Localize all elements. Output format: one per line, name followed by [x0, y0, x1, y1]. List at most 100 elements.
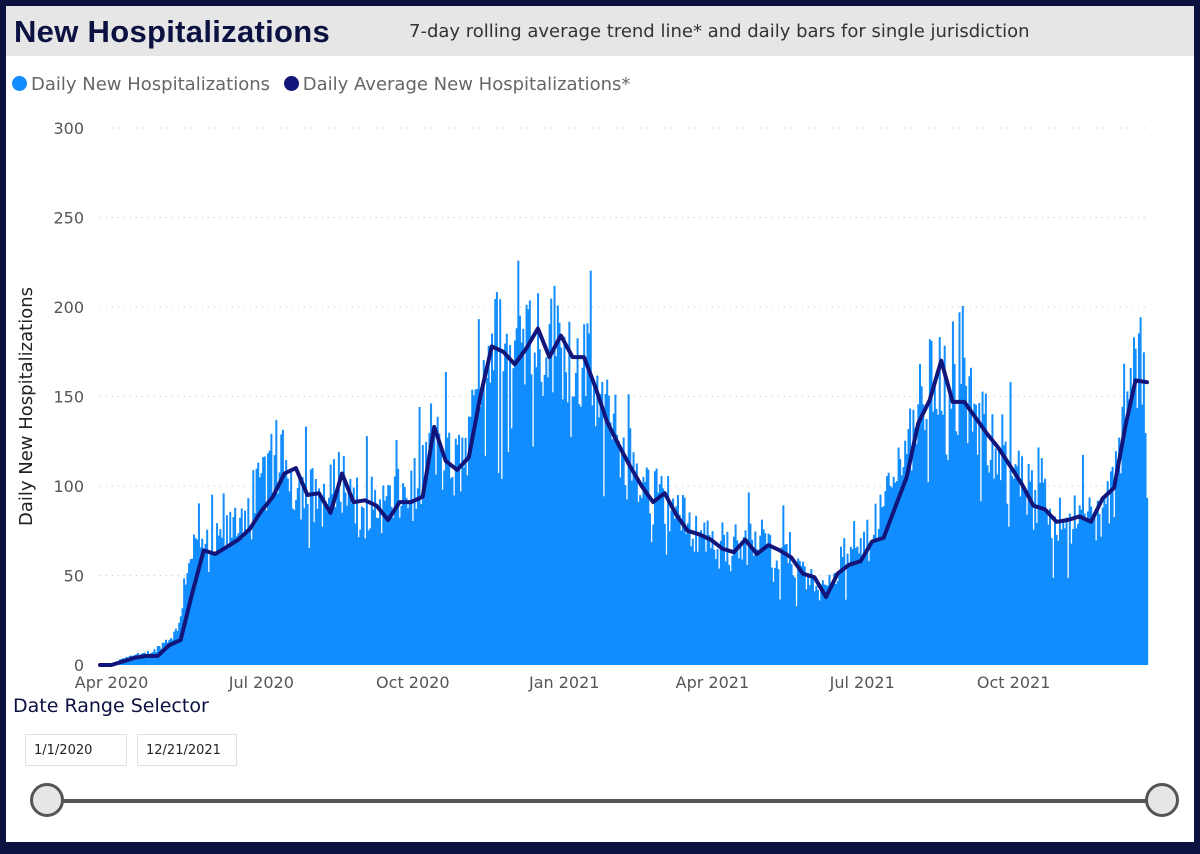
legend-item-daily[interactable]: Daily New Hospitalizations [12, 74, 270, 95]
daily-bar [494, 298, 497, 665]
daily-bar [836, 581, 839, 665]
daily-bar [1019, 496, 1022, 665]
daily-bar [1078, 505, 1081, 665]
daily-bar [570, 437, 572, 665]
daily-bar [306, 503, 309, 665]
daily-bar [807, 573, 810, 665]
daily-bar [1083, 513, 1086, 665]
daily-bar [904, 440, 907, 665]
daily-bar [889, 485, 892, 665]
slider-start-handle[interactable] [30, 783, 64, 817]
daily-bar [260, 473, 263, 665]
daily-bar [912, 409, 915, 665]
daily-bar [882, 506, 885, 665]
daily-bar [808, 585, 811, 665]
daily-bar [163, 642, 166, 665]
daily-bar [250, 539, 253, 665]
daily-bar [280, 434, 283, 665]
daily-bar [248, 526, 251, 665]
daily-bar [285, 459, 288, 665]
daily-bar [696, 551, 699, 665]
daily-bar [504, 343, 507, 665]
daily-bar [788, 531, 791, 665]
daily-bar [719, 540, 722, 665]
daily-bar [724, 561, 727, 665]
daily-bar [848, 564, 851, 665]
daily-bar [607, 395, 610, 665]
daily-bar [744, 530, 747, 665]
daily-bar [267, 453, 270, 665]
daily-bar [410, 470, 413, 665]
daily-bar [1040, 458, 1043, 665]
daily-bar [713, 549, 716, 665]
daily-bar [377, 518, 380, 665]
end-date-input[interactable]: 12/21/2021 [137, 734, 237, 766]
daily-bar [818, 600, 821, 665]
daily-bar [1124, 428, 1127, 665]
daily-bar [802, 561, 805, 665]
daily-bar [617, 441, 620, 665]
daily-bar [566, 402, 569, 665]
daily-bar [270, 433, 273, 665]
daily-bar [481, 394, 484, 665]
daily-bar [416, 488, 419, 665]
daily-bar [704, 551, 707, 665]
daily-bar [370, 476, 373, 665]
daily-bar [1049, 508, 1052, 665]
slider-end-handle[interactable] [1145, 783, 1179, 817]
daily-bar [1011, 475, 1014, 665]
daily-bar [695, 515, 698, 665]
daily-bar [1116, 478, 1119, 665]
daily-bar [458, 434, 461, 665]
daily-bar [950, 408, 953, 665]
daily-bar [355, 477, 358, 665]
daily-bar [838, 570, 841, 665]
daily-bar [578, 404, 581, 665]
daily-bar [263, 456, 266, 665]
daily-bar [640, 497, 643, 665]
daily-bar [311, 468, 314, 665]
daily-bar [234, 507, 237, 665]
daily-bar [405, 497, 408, 665]
daily-bar [1022, 488, 1025, 665]
daily-bar [1111, 466, 1114, 665]
daily-bar [202, 553, 205, 665]
daily-bar [910, 470, 913, 665]
daily-bar [211, 494, 214, 665]
x-tick-label: Apr 2021 [676, 673, 749, 692]
daily-bar [454, 438, 457, 665]
daily-bar [739, 545, 742, 665]
daily-bar [892, 476, 895, 665]
date-range-slider[interactable] [46, 799, 1166, 803]
start-date-input[interactable]: 1/1/2020 [25, 734, 127, 766]
daily-bar [359, 529, 362, 665]
daily-bar [272, 493, 275, 665]
daily-bar [347, 490, 350, 665]
daily-bar [402, 483, 405, 665]
daily-bar [624, 485, 627, 665]
daily-bar [686, 523, 689, 665]
daily-bar [527, 309, 530, 665]
daily-bar [856, 546, 859, 665]
daily-bar [844, 599, 847, 665]
daily-bar [614, 394, 617, 665]
daily-bar [933, 386, 936, 665]
legend-item-average[interactable]: Daily Average New Hospitalizations* [283, 74, 630, 95]
daily-bar [1060, 529, 1063, 665]
daily-bar [281, 429, 284, 665]
daily-bar [367, 530, 370, 665]
daily-bar [360, 506, 363, 665]
daily-bar [1075, 528, 1078, 665]
daily-bar [1100, 536, 1103, 665]
daily-bar [622, 437, 625, 665]
daily-bar [522, 328, 525, 665]
daily-bar [1063, 528, 1066, 665]
daily-bar [953, 363, 956, 665]
daily-bar [1035, 523, 1038, 665]
daily-bar [574, 372, 577, 665]
daily-bar [375, 517, 378, 665]
daily-bar [319, 499, 322, 665]
daily-bar [775, 560, 778, 665]
daily-bar [948, 389, 951, 665]
daily-bar [1034, 489, 1037, 665]
